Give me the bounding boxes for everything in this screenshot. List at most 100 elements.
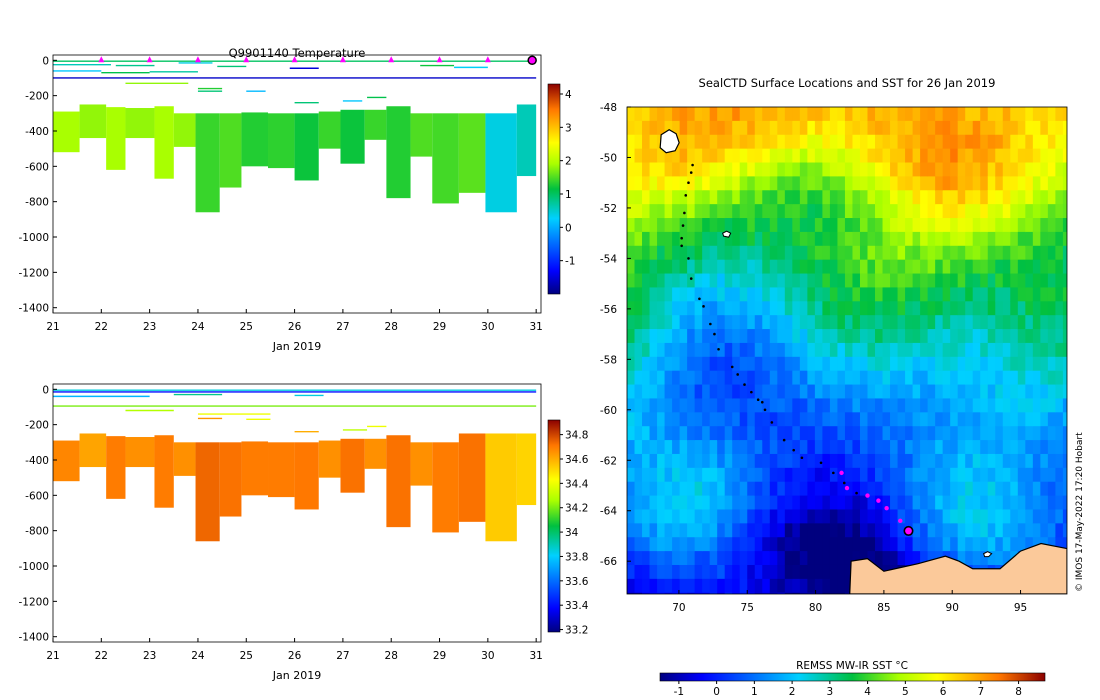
sst-cell — [965, 481, 974, 497]
sst-cell — [875, 315, 884, 330]
sst-cell — [627, 356, 636, 372]
sst-cell — [822, 204, 831, 219]
sst-cell — [679, 564, 688, 580]
sst-cell — [739, 551, 748, 566]
sst-cell — [754, 440, 763, 455]
sst-cell — [717, 356, 726, 372]
sst-cell — [950, 523, 959, 538]
sst-cell — [1010, 204, 1019, 219]
sst-cell — [927, 440, 936, 455]
sst-cell — [859, 245, 869, 261]
sst-cell — [942, 287, 951, 302]
sst-cell — [792, 384, 801, 400]
sst-cell — [1055, 190, 1064, 205]
sst-cell — [754, 231, 763, 247]
sst-cell — [942, 231, 951, 247]
sst-cell — [1025, 148, 1034, 164]
sst-cell — [732, 134, 741, 150]
sst-cell — [912, 453, 921, 469]
sst-cell — [634, 398, 643, 413]
sst-cell — [724, 551, 733, 566]
sst-cell — [935, 426, 944, 441]
sst-cell — [1025, 329, 1034, 344]
sst-cell — [807, 564, 816, 580]
sst-cell — [1002, 259, 1011, 275]
track-point — [792, 448, 796, 452]
sst-cell — [837, 564, 846, 580]
sst-cell — [799, 245, 808, 261]
sst-cell — [867, 495, 876, 511]
sst-cell — [1002, 204, 1011, 219]
temperature-colorbar-tick-label: 3 — [565, 122, 572, 134]
sst-cell — [642, 218, 651, 233]
sst-cell — [927, 426, 936, 441]
sst-cell — [732, 426, 741, 441]
sst-cell — [747, 551, 756, 566]
sst-cell — [1047, 245, 1056, 261]
sst-cell — [957, 537, 966, 552]
sst-cell — [1002, 398, 1011, 413]
sst-cell — [679, 245, 688, 261]
sst-cell — [717, 148, 726, 164]
sst-cell — [1010, 537, 1019, 552]
sst-cell — [1055, 342, 1064, 358]
sst-cell — [965, 259, 974, 275]
sst-cell — [634, 134, 643, 150]
sst-cell — [709, 398, 718, 413]
sst-cell — [784, 412, 793, 427]
sst-cell — [649, 370, 658, 386]
sst-cell — [739, 162, 748, 177]
sst-cell — [739, 329, 748, 344]
sst-cell — [642, 398, 651, 413]
sst-cell — [627, 231, 636, 247]
sst-cell — [1040, 426, 1049, 441]
sst-cell — [1025, 440, 1034, 455]
sst-cell — [972, 453, 981, 469]
sst-cell — [754, 551, 763, 566]
sst-cell — [890, 481, 899, 497]
sst-cell — [957, 301, 966, 316]
sst-cell — [784, 273, 793, 289]
sst-cell — [912, 481, 921, 497]
sst-cell — [732, 301, 741, 316]
sst-cell — [1055, 107, 1064, 122]
sst-cell — [844, 592, 854, 594]
sst-cell — [935, 176, 944, 191]
salinity-y-tick-label: -400 — [25, 455, 49, 467]
sst-cell — [950, 301, 959, 316]
sst-cell — [897, 440, 906, 455]
sst-cell — [920, 315, 929, 330]
sst-cell — [709, 190, 718, 205]
track-point — [687, 257, 690, 260]
sst-cell — [687, 578, 696, 594]
sst-cell — [672, 426, 681, 441]
sst-cell — [995, 509, 1004, 524]
sst-cell — [732, 148, 741, 164]
sst-cell — [799, 523, 808, 538]
sst-cell — [634, 245, 643, 261]
track-point — [691, 163, 694, 167]
sst-cell — [950, 342, 959, 358]
sst-cell — [859, 120, 869, 136]
temperature-surface-marker — [146, 56, 153, 63]
sst-cell — [867, 356, 876, 372]
sst-cell — [762, 120, 771, 136]
sst-cell — [1032, 592, 1041, 594]
sst-cell — [679, 190, 688, 205]
sst-cell — [807, 176, 816, 191]
sst-cell — [709, 370, 718, 386]
sst-cell — [694, 578, 703, 594]
sst-cell — [1025, 176, 1034, 191]
sst-cell — [852, 592, 861, 594]
salinity-colorbar-tick-label: 34 — [565, 527, 579, 539]
sst-cell — [1032, 453, 1041, 469]
sst-cell — [844, 204, 854, 219]
sst-cell — [762, 204, 771, 219]
sst-cell — [942, 218, 951, 233]
sst-cell — [987, 426, 996, 441]
sst-cell — [642, 592, 651, 594]
sst-cell — [724, 176, 733, 191]
sst-cell — [642, 537, 651, 552]
sst-cell — [747, 273, 756, 289]
sst-cell — [739, 287, 748, 302]
